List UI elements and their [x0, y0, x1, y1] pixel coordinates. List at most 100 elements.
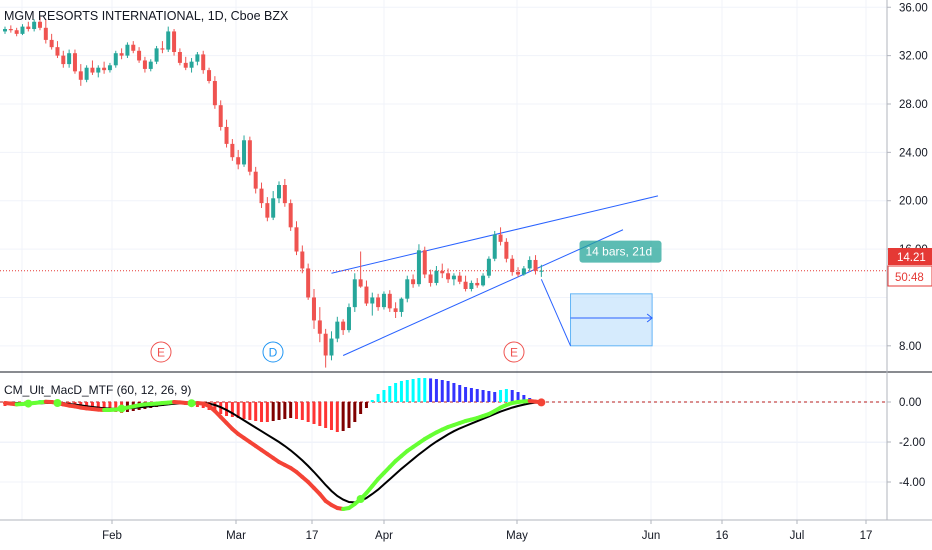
measure-label-badge [579, 240, 662, 263]
candle-body [486, 258, 491, 276]
earnings-marker[interactable]: E [503, 341, 525, 363]
dividend-marker-label: D [269, 346, 278, 360]
chart-title: MGM RESORTS INTERNATIONAL, 1D, Cboe BZX [4, 9, 289, 23]
histogram-bar [522, 395, 526, 402]
candle-body [475, 282, 480, 286]
candle-body [416, 250, 421, 285]
histogram-bar [446, 381, 450, 402]
candle-body [142, 60, 147, 69]
histogram-bar [364, 402, 368, 408]
macd-lines [3, 398, 546, 511]
price-tick-label: 32.00 [899, 51, 928, 63]
candle-body [236, 157, 241, 165]
candle-body [516, 272, 521, 275]
last-price-value: 14.21 [897, 252, 926, 264]
candle-body [294, 227, 299, 252]
cross-dot [24, 399, 33, 408]
candle-body [323, 333, 328, 356]
histogram-bar [271, 402, 275, 421]
cross-dot [537, 398, 546, 407]
candle-body [451, 275, 456, 280]
candle-body [387, 293, 392, 309]
time-tick-label: May [506, 530, 528, 542]
candle-body [102, 67, 107, 71]
candle-body [84, 67, 89, 80]
candle-body [78, 71, 83, 80]
histogram-bar [295, 402, 298, 419]
candle-body [440, 270, 445, 274]
candle-body [177, 51, 182, 63]
histogram-bar [324, 402, 328, 428]
candle-body [20, 26, 25, 34]
histogram-bar [382, 390, 386, 402]
wedge-lower-line[interactable] [342, 229, 624, 356]
candle-body [113, 53, 118, 66]
histogram-bar [510, 390, 514, 402]
candle-body [148, 61, 153, 69]
earnings-marker-label: E [157, 346, 165, 360]
arrowhead-icon [646, 313, 653, 323]
candle-body [282, 185, 287, 204]
date-range-measure[interactable]: 14 bars, 21d [540, 240, 662, 347]
histogram-bar [260, 402, 264, 422]
histogram-bar [376, 394, 380, 402]
candle-body [26, 26, 31, 30]
histogram-bar [283, 402, 287, 419]
histogram-bar [85, 402, 89, 407]
time-tick-label: 17 [306, 530, 319, 542]
last-price-tag: 14.21 [888, 248, 932, 265]
histogram-bar [516, 392, 520, 402]
histogram-bar [458, 385, 462, 402]
time-axis[interactable]: Feb Mar 17 Apr May Jun 16 Jul 17 [0, 519, 932, 542]
histogram-bar [499, 390, 503, 402]
candle-body [207, 70, 212, 82]
macd-pane[interactable]: CM_Ult_MacD_MTF (60, 12, 26, 9) [0, 378, 887, 511]
histogram-bar [230, 402, 234, 417]
histogram-bar [464, 387, 468, 402]
histogram-bar [353, 402, 357, 422]
earnings-marker[interactable]: E [150, 341, 172, 363]
histogram-bar [388, 386, 392, 402]
candle-body [428, 274, 433, 283]
histogram-bar [411, 379, 415, 402]
dividend-marker[interactable]: D [262, 341, 284, 363]
macd-tick-label: -2.00 [899, 437, 925, 449]
candle-body [49, 39, 54, 48]
price-pane[interactable]: 14 bars, 21d MGM RESORTS INTERNATIONAL, … [0, 9, 887, 368]
measure-label: 14 bars, 21d [586, 245, 653, 259]
candle-body [160, 48, 165, 50]
bar-countdown: 50:48 [895, 272, 924, 284]
candle-body [533, 259, 538, 271]
histogram-bar [405, 380, 409, 402]
candle-body [61, 55, 66, 65]
candle-body [72, 53, 77, 72]
histogram-bar [73, 402, 77, 405]
histogram-bar [312, 402, 316, 424]
histogram-bar [452, 383, 456, 402]
candle-body [492, 234, 497, 259]
histogram-bar [481, 390, 485, 402]
histogram-bar [265, 402, 269, 422]
candle-body [107, 65, 112, 71]
candle-body [300, 251, 305, 269]
histogram-bar [102, 402, 106, 410]
histogram-bar [399, 381, 403, 402]
projection-box[interactable] [570, 293, 653, 347]
candle-body [265, 203, 270, 218]
macd-tick-label: 0.00 [899, 397, 921, 409]
candle-body [43, 27, 48, 40]
candle-body [434, 270, 439, 283]
candle-body [341, 321, 346, 331]
candle-body [242, 140, 247, 165]
candle-body [335, 321, 340, 339]
candle-body [183, 62, 188, 68]
histogram-bar [213, 402, 217, 412]
histogram-bar [429, 378, 433, 402]
candle-body [306, 268, 311, 298]
histogram-bar [242, 402, 246, 419]
candle-body [469, 282, 474, 289]
histogram-bar [341, 402, 345, 431]
chart-grid [0, 0, 887, 520]
